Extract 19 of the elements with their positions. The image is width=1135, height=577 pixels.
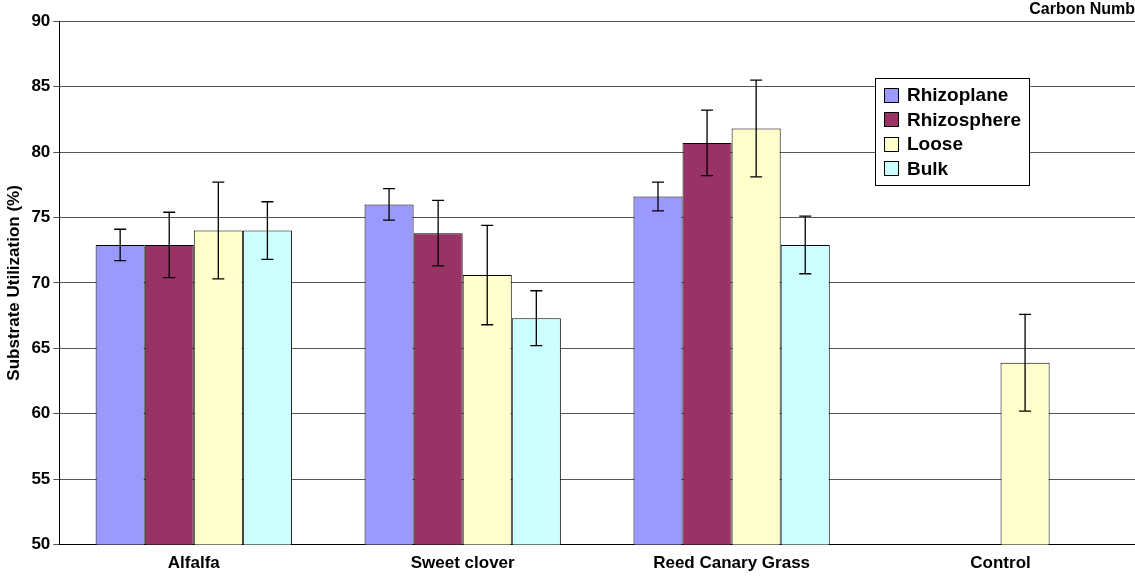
x-tick-label: Alfalfa — [167, 553, 221, 573]
x-tick-label: Sweet clover — [410, 553, 516, 573]
legend-label: Rhizosphere — [907, 108, 1022, 131]
legend-label: Loose — [907, 133, 963, 156]
x-tick-label: Reed Canary Grass — [653, 553, 811, 573]
y-tick-label: 60 — [31, 403, 51, 423]
y-tick-label: 75 — [31, 207, 51, 227]
y-tick-label: 65 — [31, 338, 51, 358]
y-axis-title: Substrate Utilization (%) — [3, 185, 23, 381]
y-tick-label: 55 — [31, 468, 51, 488]
y-tick-label: 90 — [31, 10, 51, 30]
legend-label: Bulk — [907, 157, 949, 180]
chart-title: Carbon Numb — [1029, 0, 1135, 18]
y-tick-label: 85 — [31, 76, 51, 96]
y-tick-label: 80 — [31, 141, 51, 161]
y-tick-label: 70 — [31, 272, 51, 292]
y-tick-label: 50 — [31, 534, 51, 554]
x-tick-label: Control — [970, 553, 1031, 573]
legend-label: Rhizoplane — [907, 84, 1009, 107]
